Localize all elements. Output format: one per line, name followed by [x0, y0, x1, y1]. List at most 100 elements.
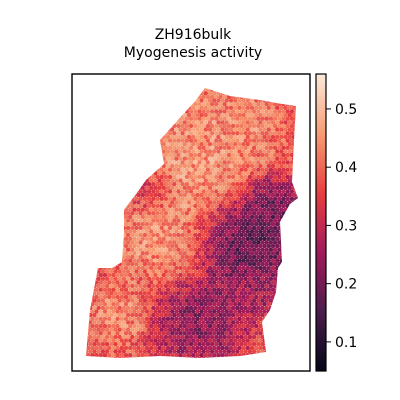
spot [165, 294, 171, 300]
spot [115, 229, 120, 234]
spot [243, 320, 248, 325]
spot [155, 174, 160, 180]
spot [251, 116, 257, 121]
spot [94, 222, 99, 227]
spot [222, 283, 227, 289]
spot [94, 331, 99, 336]
spot [104, 211, 110, 216]
spot [188, 298, 194, 303]
spot [86, 178, 87, 183]
spot [86, 302, 87, 307]
spot [256, 291, 261, 296]
spot [136, 98, 141, 103]
spot [203, 338, 208, 343]
spot [151, 167, 156, 172]
spot [212, 192, 217, 198]
spot [254, 134, 259, 140]
spot [186, 331, 192, 336]
spot [260, 240, 265, 245]
spot [293, 349, 298, 354]
spot [205, 298, 211, 303]
spot [270, 156, 276, 161]
spot [144, 112, 150, 118]
spot [165, 265, 171, 271]
spot [268, 123, 274, 129]
spot [260, 203, 265, 209]
spot [96, 283, 101, 289]
spot [251, 356, 257, 358]
spot [275, 222, 280, 227]
spot [176, 88, 181, 92]
spot [270, 120, 276, 125]
spot [125, 203, 131, 209]
spot [258, 353, 263, 358]
spot [184, 189, 190, 194]
spot [107, 149, 112, 154]
spot [268, 225, 274, 231]
spot [251, 320, 257, 325]
spot [172, 334, 177, 340]
spot [203, 251, 208, 256]
spot [170, 185, 175, 190]
spot [157, 236, 162, 241]
spot [107, 251, 112, 256]
spot [268, 88, 274, 92]
spot [226, 283, 232, 289]
spot [277, 152, 282, 158]
spot [176, 189, 181, 194]
spot [289, 218, 295, 223]
spot [256, 102, 261, 107]
spot [128, 229, 133, 234]
spot [222, 196, 227, 201]
spot [104, 305, 110, 311]
spot [172, 138, 177, 143]
spot [296, 294, 298, 300]
spot [285, 138, 290, 143]
spot [136, 287, 141, 292]
spot [165, 149, 171, 154]
spot [180, 102, 185, 107]
spot [109, 327, 114, 332]
spot [203, 287, 208, 292]
spot [140, 185, 145, 190]
spot [226, 342, 232, 347]
spot [209, 312, 215, 318]
spot [176, 356, 181, 358]
spot [207, 171, 213, 176]
spot [172, 182, 177, 187]
spot [88, 152, 93, 158]
spot [258, 98, 263, 103]
spot [167, 356, 173, 358]
spot [138, 247, 143, 252]
spot [167, 88, 173, 92]
spot [92, 145, 97, 150]
spot [260, 320, 265, 325]
spot [247, 88, 253, 92]
spot [279, 323, 284, 329]
spot [266, 200, 271, 205]
spot [125, 94, 131, 100]
spot [191, 294, 196, 300]
spot [233, 105, 238, 111]
spot [270, 105, 276, 111]
spot [188, 312, 194, 318]
spot [283, 105, 288, 111]
spot [149, 272, 154, 278]
spot [214, 167, 219, 172]
spot [249, 171, 255, 176]
spot [172, 254, 177, 260]
spot [220, 98, 225, 103]
spot [247, 174, 253, 180]
spot [199, 280, 204, 285]
spot [226, 196, 232, 201]
spot [256, 211, 261, 216]
spot [188, 334, 194, 340]
spot [186, 338, 192, 343]
spot [203, 309, 208, 314]
spot [270, 265, 276, 271]
spot [109, 305, 114, 311]
spot [86, 240, 89, 245]
spot [258, 302, 263, 307]
spot [109, 254, 114, 260]
spot [283, 251, 288, 256]
